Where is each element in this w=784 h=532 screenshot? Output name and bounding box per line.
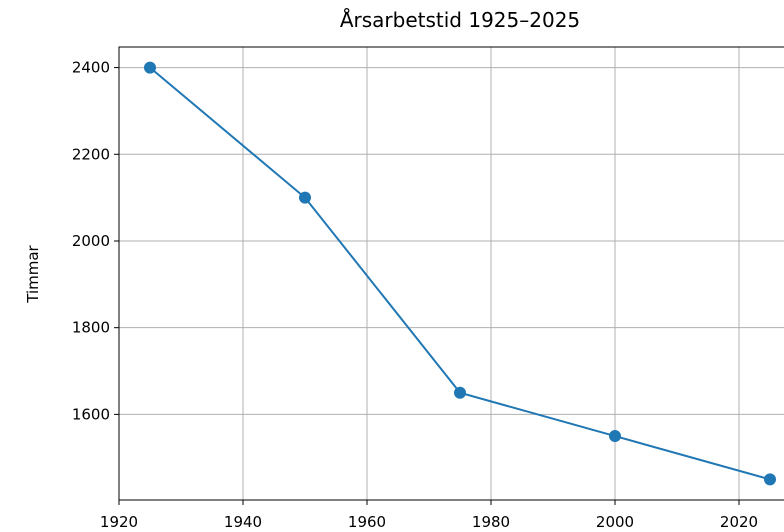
y-tick-label: 2400	[72, 59, 110, 77]
chart-title: Årsarbetstid 1925–2025	[340, 8, 580, 32]
x-tick-label: 1960	[348, 513, 386, 531]
y-tick-label: 1600	[72, 405, 110, 423]
point	[609, 430, 621, 443]
x-tick-label: 1920	[100, 513, 138, 531]
x-tick-label: 2000	[596, 513, 634, 531]
point	[454, 386, 466, 399]
x-tick-label: 2020	[720, 513, 758, 531]
x-tick-label: 1940	[224, 513, 262, 531]
y-tick-label: 2200	[72, 145, 110, 163]
x-tick-label: 1980	[472, 513, 510, 531]
point	[144, 61, 156, 74]
y-tick-label: 2000	[72, 232, 110, 250]
point	[764, 473, 776, 486]
y-tick-label: 1800	[72, 319, 110, 337]
point	[299, 191, 311, 204]
y-axis-label: Timmar	[24, 244, 42, 303]
plot-frame	[118, 46, 784, 501]
